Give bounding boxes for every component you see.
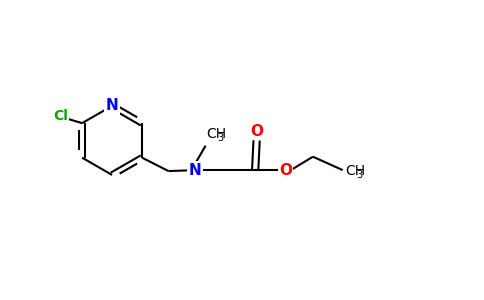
- Text: CH: CH: [206, 127, 226, 141]
- Text: CH: CH: [345, 164, 365, 178]
- Text: Cl: Cl: [53, 110, 68, 123]
- Text: 3: 3: [217, 133, 223, 143]
- Text: N: N: [189, 163, 201, 178]
- Text: 3: 3: [356, 170, 363, 180]
- Text: O: O: [279, 163, 292, 178]
- Text: O: O: [250, 124, 263, 139]
- Text: N: N: [106, 98, 119, 113]
